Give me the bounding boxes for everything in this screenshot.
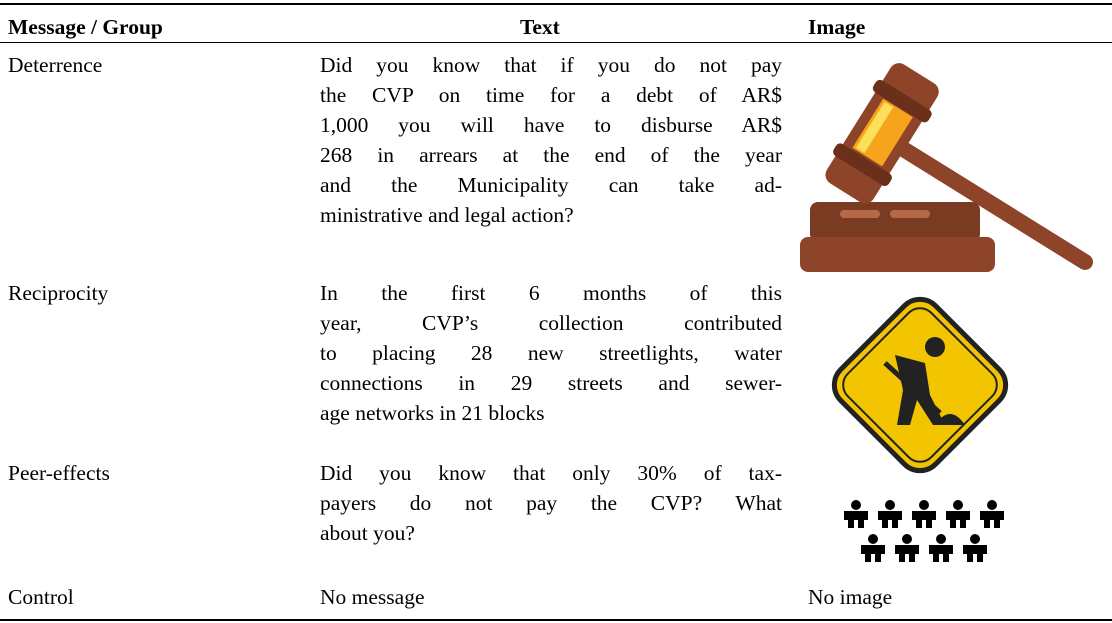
- people-image: [844, 500, 1004, 562]
- text-line: No message: [320, 585, 425, 609]
- text-line: year, CVP’s collection contributed: [320, 311, 782, 335]
- text-line: In the first 6 months of this: [320, 281, 782, 305]
- text-line: about you?: [320, 521, 415, 545]
- gavel-image: [800, 63, 1093, 272]
- text-line: and the Municipality can take ad-: [320, 173, 782, 197]
- text-line: Did you know that only 30% of tax-: [320, 461, 782, 485]
- group-cell: Peer-effects: [8, 461, 110, 485]
- text-line: age networks in 21 blocks: [320, 401, 545, 425]
- header-cell: Text: [520, 15, 560, 39]
- group-cell: Control: [8, 585, 74, 609]
- text-line: Did you know that if you do not pay: [320, 53, 782, 77]
- text-line: to placing 28 new streetlights, water: [320, 341, 782, 365]
- top-rule: [0, 3, 1112, 5]
- group-cell: Reciprocity: [8, 281, 109, 305]
- bottom-rule: [0, 619, 1112, 621]
- group-cell: Deterrence: [8, 53, 103, 77]
- text-line: connections in 29 streets and sewer-: [320, 371, 782, 395]
- worker-sign-image: [831, 296, 1009, 474]
- image-cell: No image: [808, 585, 893, 609]
- text-line: the CVP on time for a debt of AR$: [320, 83, 782, 107]
- header-cell: Message / Group: [8, 15, 163, 39]
- header-rule: [0, 42, 1112, 43]
- text-line: 1,000 you will have to disburse AR$: [320, 113, 782, 137]
- text-line: ministrative and legal action?: [320, 203, 574, 227]
- header-cell: Image: [808, 15, 866, 39]
- text-line: payers do not pay the CVP? What: [320, 491, 782, 515]
- text-line: 268 in arrears at the end of the year: [320, 143, 782, 167]
